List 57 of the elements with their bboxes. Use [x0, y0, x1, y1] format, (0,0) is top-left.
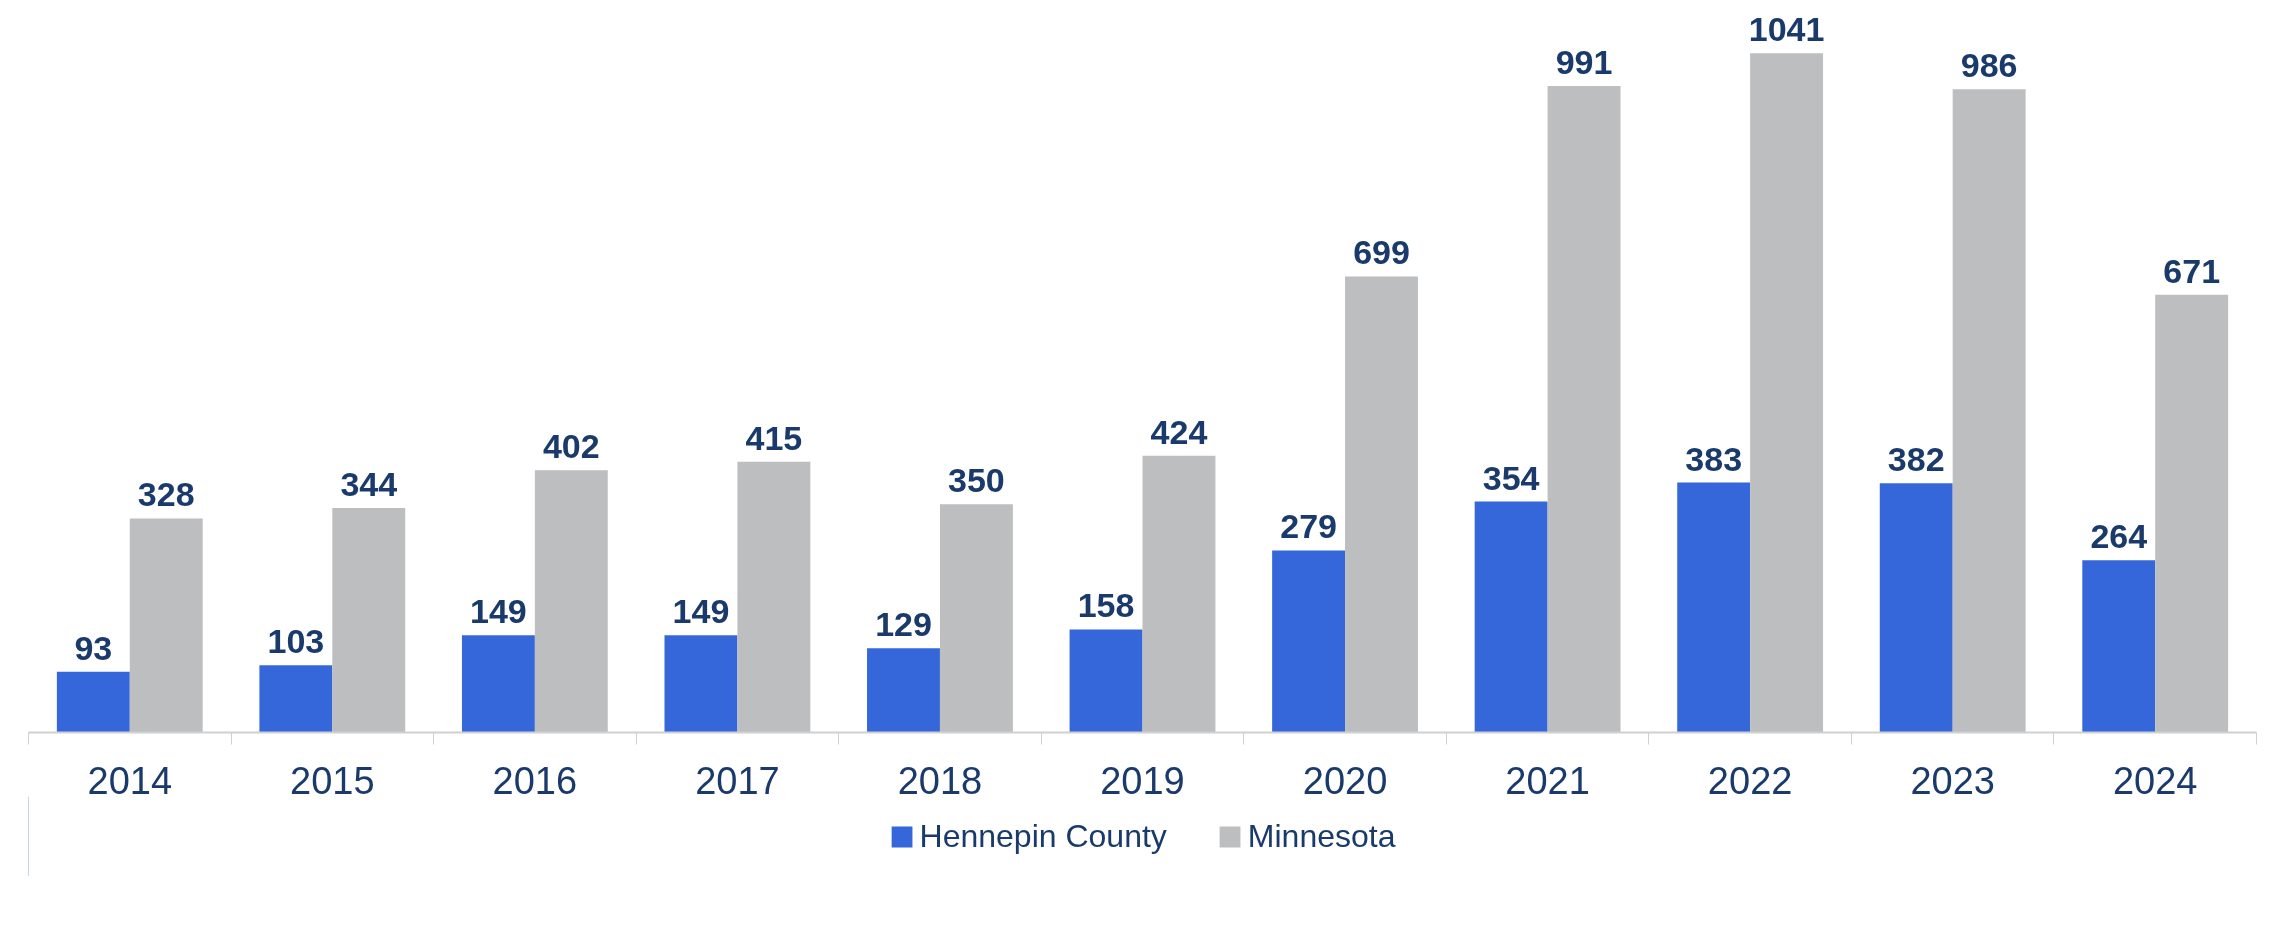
x-tick-label: 2015	[290, 759, 375, 802]
legend-label: Minnesota	[1247, 817, 1396, 855]
bar	[1750, 53, 1824, 733]
data-label: 671	[2163, 251, 2221, 290]
bar	[129, 518, 203, 733]
x-tick-label: 2016	[492, 759, 578, 802]
data-label: 264	[2090, 517, 2148, 556]
data-label: 402	[542, 427, 600, 466]
x-tick-label: 2019	[1100, 759, 1185, 802]
data-label: 344	[340, 465, 398, 504]
data-label: 129	[875, 605, 932, 644]
data-label: 149	[672, 592, 730, 631]
x-tick-label: 2020	[1302, 759, 1388, 802]
legend-label: Hennepin County	[919, 817, 1167, 855]
bar	[939, 504, 1013, 733]
data-label: 328	[137, 475, 195, 514]
data-label: 350	[948, 461, 1005, 500]
bar	[1952, 89, 2026, 733]
x-tick-label: 2017	[695, 759, 780, 802]
bar	[737, 461, 811, 733]
bar	[534, 470, 608, 733]
data-label: 279	[1280, 507, 1337, 546]
bar	[1272, 550, 1346, 733]
data-label: 699	[1353, 233, 1410, 272]
x-tick-label: 2023	[1910, 759, 1995, 802]
bar	[2082, 560, 2156, 733]
data-label: 103	[267, 622, 325, 661]
bar	[2155, 294, 2229, 733]
bar	[1879, 483, 1953, 733]
x-tick-label: 2021	[1505, 759, 1590, 802]
bar	[1677, 482, 1751, 733]
bar	[461, 635, 535, 733]
data-label: 383	[1685, 439, 1743, 478]
data-label: 382	[1887, 440, 1945, 479]
data-label: 158	[1077, 586, 1135, 625]
x-tick-label: 2018	[897, 759, 983, 802]
data-label: 991	[1555, 42, 1613, 81]
data-label: 149	[470, 592, 527, 631]
data-label: 986	[1960, 46, 2018, 85]
x-tick-label: 2014	[87, 759, 173, 802]
data-label: 93	[74, 628, 113, 667]
bar	[1547, 85, 1621, 733]
x-tick-label: 2024	[2112, 759, 2198, 802]
bar	[664, 635, 738, 733]
bar	[867, 648, 940, 733]
bar	[56, 671, 130, 733]
bar	[1142, 455, 1216, 733]
bar	[259, 665, 333, 733]
data-label: 415	[745, 418, 803, 457]
bar	[1474, 501, 1548, 733]
x-tick-label: 2022	[1707, 759, 1793, 802]
data-label: 1041	[1748, 10, 1825, 49]
bar	[332, 508, 406, 733]
bar	[1069, 629, 1143, 733]
bar	[1345, 276, 1418, 733]
data-label: 354	[1482, 458, 1540, 497]
data-label: 424	[1150, 412, 1208, 451]
